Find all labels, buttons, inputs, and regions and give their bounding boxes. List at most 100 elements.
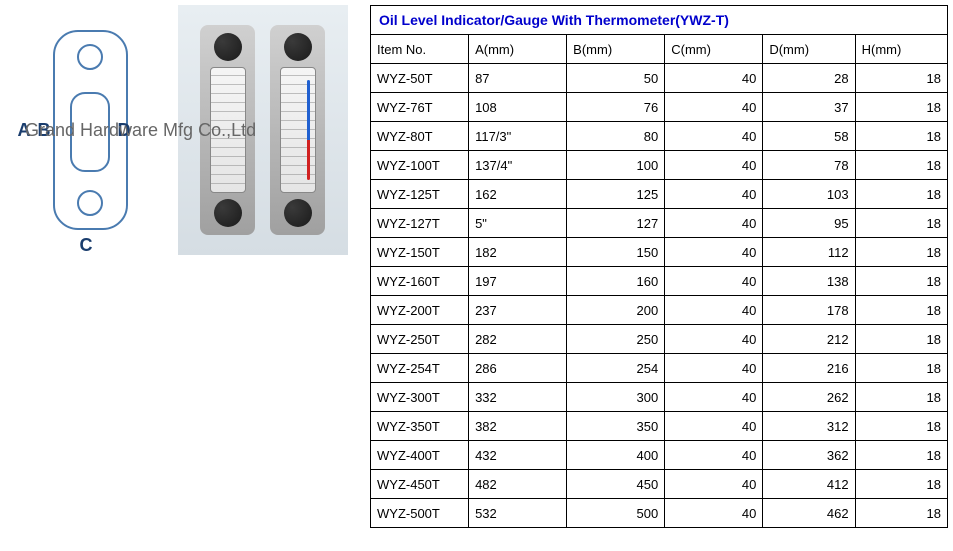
table-cell: 100: [567, 151, 665, 180]
diagram-hole-top: [77, 44, 103, 70]
table-cell: 80: [567, 122, 665, 151]
table-cell: 18: [855, 354, 947, 383]
table-cell: 532: [469, 499, 567, 528]
col-header-item: Item No.: [371, 35, 469, 64]
gauge-right: [270, 25, 325, 235]
table-row: WYZ-127T5"127409518: [371, 209, 948, 238]
table-cell: 237: [469, 296, 567, 325]
table-cell: 125: [567, 180, 665, 209]
table-cell: 382: [469, 412, 567, 441]
table-row: WYZ-254T2862544021618: [371, 354, 948, 383]
table-cell: 18: [855, 499, 947, 528]
table-cell: 162: [469, 180, 567, 209]
table-cell: 137/4": [469, 151, 567, 180]
table-cell: 350: [567, 412, 665, 441]
table-cell: 40: [665, 122, 763, 151]
table-cell: 300: [567, 383, 665, 412]
table-cell: 40: [665, 180, 763, 209]
table-cell: 40: [665, 238, 763, 267]
table-cell: 482: [469, 470, 567, 499]
table-cell: 112: [763, 238, 855, 267]
watermark-text: Grand Hardware Mfg Co.,Ltd: [25, 120, 256, 141]
table-row: WYZ-350T3823504031218: [371, 412, 948, 441]
table-cell: 87: [469, 64, 567, 93]
table-cell: 254: [567, 354, 665, 383]
col-header-a: A(mm): [469, 35, 567, 64]
table-cell: WYZ-200T: [371, 296, 469, 325]
table-title: Oil Level Indicator/Gauge With Thermomet…: [371, 6, 948, 35]
table-cell: 58: [763, 122, 855, 151]
table-cell: 18: [855, 383, 947, 412]
table-row: WYZ-50T8750402818: [371, 64, 948, 93]
table-cell: 18: [855, 209, 947, 238]
table-cell: 160: [567, 267, 665, 296]
table-cell: 103: [763, 180, 855, 209]
table-cell: 332: [469, 383, 567, 412]
table-cell: 282: [469, 325, 567, 354]
table-cell: 40: [665, 151, 763, 180]
table-cell: 212: [763, 325, 855, 354]
table-cell: 95: [763, 209, 855, 238]
table-cell: 40: [665, 441, 763, 470]
table-cell: 18: [855, 151, 947, 180]
table-title-row: Oil Level Indicator/Gauge With Thermomet…: [371, 6, 948, 35]
table-cell: 40: [665, 383, 763, 412]
table-row: WYZ-160T1971604013818: [371, 267, 948, 296]
table-cell: 250: [567, 325, 665, 354]
table-cell: WYZ-450T: [371, 470, 469, 499]
table-cell: 18: [855, 238, 947, 267]
table-cell: 400: [567, 441, 665, 470]
table-row: WYZ-76T10876403718: [371, 93, 948, 122]
table-row: WYZ-300T3323004026218: [371, 383, 948, 412]
table-cell: 412: [763, 470, 855, 499]
table-cell: 108: [469, 93, 567, 122]
gauge-bolt-icon: [214, 199, 242, 227]
table-cell: 40: [665, 209, 763, 238]
table-cell: 178: [763, 296, 855, 325]
table-cell: 216: [763, 354, 855, 383]
table-cell: 18: [855, 412, 947, 441]
table-cell: WYZ-160T: [371, 267, 469, 296]
table-cell: 197: [469, 267, 567, 296]
table-cell: 37: [763, 93, 855, 122]
table-row: WYZ-400T4324004036218: [371, 441, 948, 470]
table-row: WYZ-500T5325004046218: [371, 499, 948, 528]
table-cell: 18: [855, 122, 947, 151]
table-cell: 40: [665, 470, 763, 499]
table-cell: 40: [665, 412, 763, 441]
gauge-window: [280, 67, 316, 193]
table-cell: 18: [855, 267, 947, 296]
table-row: WYZ-200T2372004017818: [371, 296, 948, 325]
image-section: A B D C Grand Hardware Mfg Co.,Ltd: [5, 5, 360, 255]
table-cell: WYZ-76T: [371, 93, 469, 122]
table-cell: WYZ-400T: [371, 441, 469, 470]
table-cell: 40: [665, 325, 763, 354]
table-cell: WYZ-300T: [371, 383, 469, 412]
col-header-c: C(mm): [665, 35, 763, 64]
table-cell: WYZ-80T: [371, 122, 469, 151]
table-cell: 40: [665, 499, 763, 528]
table-cell: 117/3": [469, 122, 567, 151]
table-cell: 500: [567, 499, 665, 528]
table-cell: 18: [855, 93, 947, 122]
table-cell: WYZ-50T: [371, 64, 469, 93]
table-cell: WYZ-350T: [371, 412, 469, 441]
thermometer-icon: [307, 80, 310, 179]
table-cell: WYZ-250T: [371, 325, 469, 354]
table-cell: 18: [855, 441, 947, 470]
table-cell: 200: [567, 296, 665, 325]
table-row: WYZ-125T1621254010318: [371, 180, 948, 209]
table-cell: 40: [665, 267, 763, 296]
table-cell: 40: [665, 354, 763, 383]
table-cell: 76: [567, 93, 665, 122]
col-header-h: H(mm): [855, 35, 947, 64]
table-cell: 5": [469, 209, 567, 238]
dim-label-c: C: [80, 235, 93, 256]
gauge-bolt-icon: [284, 33, 312, 61]
table-cell: 138: [763, 267, 855, 296]
diagram-hole-bottom: [77, 190, 103, 216]
table-cell: WYZ-500T: [371, 499, 469, 528]
table-cell: 262: [763, 383, 855, 412]
table-cell: WYZ-127T: [371, 209, 469, 238]
table-cell: 432: [469, 441, 567, 470]
